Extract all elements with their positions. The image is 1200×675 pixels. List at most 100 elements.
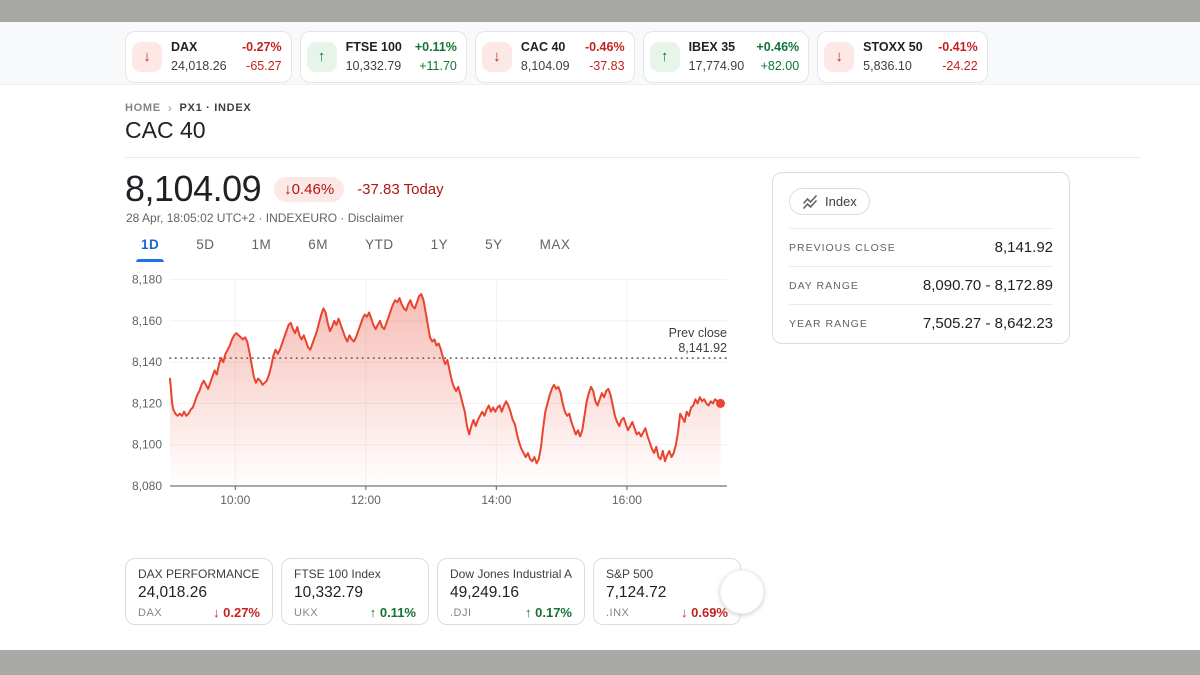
compare-change: ↑ 0.17% <box>525 605 572 620</box>
ticker-name: DAX <box>171 40 198 54</box>
compare-pct: 0.69% <box>691 605 728 620</box>
ticker-value: 17,774.90 <box>688 58 745 73</box>
ticker-change: +11.70 <box>419 58 457 73</box>
index-chip-label: Index <box>825 194 857 209</box>
ticker-card-ibex[interactable]: ↑ IBEX 35 17,774.90 +0.46% +82.00 <box>642 31 810 83</box>
price-chart-svg[interactable]: 8,080 8,100 8,120 8,140 8,160 8,180 10:00 12:00… <box>130 268 746 518</box>
trend-lines-icon <box>802 194 818 209</box>
compare-card-ftse[interactable]: FTSE 100 Index 10,332.79 UKX ↑ 0.11% <box>281 558 429 625</box>
compare-card-dax[interactable]: DAX PERFORMANCE-I... 24,018.26 DAX ↓ 0.2… <box>125 558 273 625</box>
arrow-up-icon: ↑ <box>525 605 532 620</box>
compare-value: 7,124.72 <box>606 584 667 601</box>
page-title: CAC 40 <box>125 117 206 143</box>
ticker-name: IBEX 35 <box>688 40 736 54</box>
compare-pct: 0.27% <box>223 605 260 620</box>
tab-ytd[interactable]: YTD <box>365 237 394 252</box>
prev-close-value: 8,141.92 <box>678 341 727 355</box>
time-range-tabs: 1D 5D 1M 6M YTD 1Y 5Y MAX <box>130 233 596 262</box>
stat-label: YEAR RANGE <box>789 317 868 330</box>
price-line <box>169 293 722 465</box>
stat-label: DAY RANGE <box>789 279 859 292</box>
ticker-name: FTSE 100 <box>345 40 402 54</box>
compare-symbol: DAX <box>138 606 163 619</box>
arrow-up-icon: ↑ <box>306 41 337 72</box>
compare-name: FTSE 100 Index <box>294 567 381 581</box>
y-axis-label: 8,120 <box>132 396 162 410</box>
compare-name: Dow Jones Industrial A... <box>450 567 572 581</box>
arrow-down-icon: ↓ <box>481 41 512 72</box>
compare-change: ↓ 0.27% <box>213 605 260 620</box>
stat-row-previous-close: PREVIOUS CLOSE 8,141.92 <box>789 228 1053 266</box>
ticker-change: +82.00 <box>760 58 800 73</box>
stat-row-year-range: YEAR RANGE 7,505.27 - 8,642.23 <box>789 304 1053 342</box>
ticker-card-ftse[interactable]: ↑ FTSE 100 10,332.79 +0.11% +11.70 <box>299 31 467 83</box>
compare-pct: 0.11% <box>379 605 416 620</box>
compare-symbol: .DJI <box>450 606 472 619</box>
arrow-up-icon: ↑ <box>369 605 377 620</box>
compare-name: S&P 500 <box>606 567 654 581</box>
x-axis-label: 14:00 <box>481 493 511 507</box>
quote-timestamp: 28 Apr, 18:05:02 UTC+2 · INDEXEURO · <box>126 211 348 225</box>
tab-6m[interactable]: 6M <box>308 237 329 252</box>
market-ticker-strip: ↓ DAX 24,018.26 -0.27% -65.27 ↑ FTSE 100… <box>0 22 1200 85</box>
compare-card-dowjones[interactable]: Dow Jones Industrial A... 49,249.16 .DJI… <box>437 558 585 625</box>
arrow-down-icon: ↓ <box>681 605 688 620</box>
arrow-down-icon: ↓ <box>213 605 220 620</box>
y-axis-label: 8,140 <box>132 355 162 369</box>
ticker-pct: +0.11% <box>414 40 457 54</box>
x-axis-label: 10:00 <box>220 493 250 507</box>
stat-row-day-range: DAY RANGE 8,090.70 - 8,172.89 <box>789 266 1053 304</box>
price-chart[interactable]: 8,080 8,100 8,120 8,140 8,160 8,180 10:00 12:00… <box>130 268 746 518</box>
y-axis-label: 8,100 <box>132 438 162 452</box>
compare-symbol: .INX <box>606 606 630 619</box>
tab-1d[interactable]: 1D <box>130 233 170 262</box>
breadcrumb-current: PX1 · INDEX <box>179 102 252 114</box>
browser-chrome-bottom <box>0 650 1200 675</box>
arrow-down-icon: ↓ <box>284 180 292 198</box>
y-axis-label: 8,160 <box>132 314 162 328</box>
ticker-value: 5,836.10 <box>863 58 912 73</box>
last-price-dot <box>715 398 725 408</box>
y-axis-label: 8,080 <box>132 479 162 493</box>
compare-pct: 0.17% <box>535 605 572 620</box>
quote-meta: 28 Apr, 18:05:02 UTC+2 · INDEXEURO · Dis… <box>126 211 404 225</box>
key-stats-card: Index PREVIOUS CLOSE 8,141.92 DAY RANGE … <box>772 172 1070 344</box>
ticker-pct: -0.41% <box>938 40 978 54</box>
tab-1y[interactable]: 1Y <box>430 237 449 252</box>
ticker-name: STOXX 50 <box>863 40 923 54</box>
compare-value: 10,332.79 <box>294 584 363 601</box>
x-axis-label: 12:00 <box>351 493 381 507</box>
compare-change: ↓ 0.69% <box>681 605 728 620</box>
breadcrumb-home-link[interactable]: HOME <box>125 102 161 114</box>
ticker-card-stoxx[interactable]: ↓ STOXX 50 5,836.10 -0.41% -24.22 <box>817 31 988 83</box>
percent-change-badge: ↓0.46% <box>274 176 345 202</box>
ticker-card-dax[interactable]: ↓ DAX 24,018.26 -0.27% -65.27 <box>125 31 292 83</box>
current-price: 8,104.09 <box>125 168 262 209</box>
x-axis-label: 16:00 <box>612 493 642 507</box>
tab-1m[interactable]: 1M <box>251 237 272 252</box>
ticker-name: CAC 40 <box>520 40 566 54</box>
change-today: -37.83 Today <box>357 180 444 198</box>
ticker-pct: -0.46% <box>584 40 625 54</box>
ticker-value: 8,104.09 <box>520 58 570 73</box>
compare-value: 49,249.16 <box>450 584 519 601</box>
tab-max[interactable]: MAX <box>539 237 571 252</box>
y-axis-label: 8,180 <box>132 273 162 287</box>
ticker-pct: -0.27% <box>242 40 282 54</box>
breadcrumb: HOME › PX1 · INDEX <box>125 101 251 115</box>
carousel-next-button[interactable] <box>720 570 764 614</box>
ticker-value: 24,018.26 <box>171 58 227 73</box>
index-chip: Index <box>789 188 870 215</box>
compare-card-sp500[interactable]: S&P 500 7,124.72 .INX ↓ 0.69% <box>593 558 741 625</box>
ticker-card-cac40[interactable]: ↓ CAC 40 8,104.09 -0.46% -37.83 <box>474 31 635 83</box>
stat-label: PREVIOUS CLOSE <box>789 241 896 254</box>
disclaimer-link[interactable]: Disclaimer <box>347 211 404 225</box>
ticker-value: 10,332.79 <box>345 58 402 73</box>
compare-value: 24,018.26 <box>138 584 207 601</box>
tab-5y[interactable]: 5Y <box>485 237 503 252</box>
ticker-change: -37.83 <box>589 58 625 73</box>
tab-5d[interactable]: 5D <box>196 237 215 252</box>
browser-chrome-top <box>0 0 1200 22</box>
stat-rows: PREVIOUS CLOSE 8,141.92 DAY RANGE 8,090.… <box>789 228 1053 342</box>
ticker-change: -24.22 <box>942 58 978 73</box>
